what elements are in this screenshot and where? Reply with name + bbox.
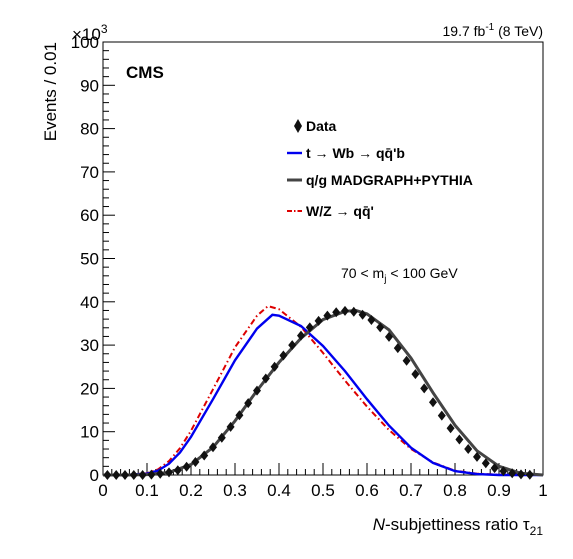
data-point [499, 466, 508, 477]
data-point [525, 469, 534, 480]
series-line-qcd [103, 308, 544, 477]
y-tick-label: 90 [80, 76, 99, 95]
data-point [402, 355, 411, 366]
data-point [314, 315, 323, 326]
y-tick-label: 20 [80, 379, 99, 398]
data-point [305, 322, 314, 333]
x-tick-label: 0.7 [399, 481, 423, 500]
experiment-label: CMS [126, 63, 164, 82]
data-points [103, 305, 534, 480]
data-point [455, 434, 464, 445]
y-axis-ticks [103, 41, 115, 476]
x-axis-title: N-subjettiness ratio τ21 [373, 515, 544, 538]
x-tick-label: 0.4 [267, 481, 291, 500]
y-tick-label: 50 [80, 250, 99, 269]
data-point [517, 469, 525, 480]
mass-cut-label: 70 < mj < 100 GeV [341, 265, 458, 285]
data-point [270, 361, 279, 372]
y-tick-label: 10 [80, 423, 99, 442]
legend-label-wz: W/Z → qq̄' [306, 203, 374, 219]
x-tick-label: 0.1 [135, 481, 159, 500]
data-point [349, 306, 358, 317]
data-point [473, 451, 481, 462]
legend-label-top: t → Wb → qq̄'b [306, 145, 405, 161]
legend: Data t → Wb → qq̄'b q/g MADGRAPH+PYTHIA … [287, 118, 473, 219]
data-point [138, 470, 147, 480]
x-tick-label: 0.9 [487, 481, 511, 500]
x-tick-label: 0.6 [355, 481, 379, 500]
x-tick-label: 0.5 [311, 481, 335, 500]
data-point [367, 314, 376, 325]
y-tick-label: 100 [71, 33, 99, 52]
data-point [288, 340, 297, 351]
data-point [376, 322, 385, 333]
x-tick-label: 0 [98, 481, 107, 500]
data-point [200, 450, 209, 461]
data-point [112, 470, 121, 480]
data-point [217, 432, 226, 443]
data-point [191, 457, 200, 468]
y-axis-title: Events / 0.01 [41, 42, 60, 141]
y-exponent-label: ×103 [72, 22, 108, 44]
data-point [464, 444, 473, 455]
y-tick-label: 0 [90, 466, 99, 485]
data-point [209, 442, 217, 453]
luminosity-label: 19.7 fb-1 (8 TeV) [443, 22, 544, 39]
data-point [437, 410, 446, 421]
x-tick-label: 0.2 [179, 481, 203, 500]
data-point [165, 467, 173, 478]
x-tick-label: 0.8 [443, 481, 467, 500]
data-point [508, 468, 517, 479]
data-point [446, 423, 455, 434]
x-tick-label: 0.3 [223, 481, 247, 500]
data-point [481, 458, 490, 469]
y-tick-label: 40 [80, 293, 99, 312]
data-point [297, 330, 305, 341]
data-point [103, 470, 112, 480]
data-point [393, 343, 402, 354]
y-tick-label: 30 [80, 336, 99, 355]
data-point [420, 383, 429, 394]
data-point [490, 463, 499, 474]
data-point [261, 373, 270, 384]
data-point [121, 470, 129, 480]
x-tick-label: 1 [538, 481, 547, 500]
data-point [226, 421, 235, 432]
data-point [323, 310, 332, 321]
y-tick-label: 80 [80, 120, 99, 139]
data-point [244, 398, 253, 409]
data-point [173, 465, 182, 476]
data-point [385, 331, 393, 342]
data-point [182, 461, 191, 472]
data-point [341, 305, 349, 316]
series-line-wz [103, 304, 543, 476]
y-tick-label: 60 [80, 206, 99, 225]
series-line-top [103, 313, 543, 477]
data-point [279, 350, 288, 361]
data-point [358, 309, 367, 320]
data-point [253, 385, 261, 396]
x-axis-tick-labels: 0 0.1 0.2 0.3 0.4 0.5 0.6 0.7 0.8 0.9 1 [98, 481, 547, 500]
data-point [332, 307, 341, 318]
data-point [411, 369, 420, 380]
y-axis-tick-labels: 0 10 20 30 40 50 60 70 80 90 100 [71, 33, 99, 485]
data-point [129, 470, 138, 480]
data-point [429, 397, 437, 408]
data-point [147, 469, 156, 480]
data-point [156, 468, 165, 479]
legend-label-data: Data [306, 118, 337, 134]
legend-marker-data [294, 119, 302, 133]
plot-frame [102, 41, 544, 476]
data-point [235, 410, 244, 421]
legend-label-qcd: q/g MADGRAPH+PYTHIA [306, 172, 473, 188]
y-tick-label: 70 [80, 163, 99, 182]
